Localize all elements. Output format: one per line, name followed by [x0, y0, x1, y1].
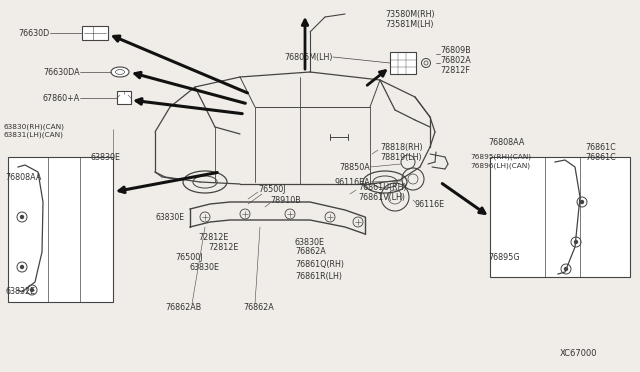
Text: 96116EA: 96116EA [334, 177, 370, 186]
FancyBboxPatch shape [82, 26, 108, 40]
Text: 76630DA: 76630DA [44, 67, 80, 77]
Text: 76805M(LH): 76805M(LH) [285, 52, 333, 61]
Text: 76808AA: 76808AA [5, 173, 42, 182]
Ellipse shape [422, 58, 431, 67]
Text: 76895(RH)(CAN): 76895(RH)(CAN) [470, 154, 531, 160]
Text: 76808AA: 76808AA [488, 138, 524, 147]
Text: 72812F: 72812F [440, 65, 470, 74]
Ellipse shape [115, 70, 125, 74]
Text: 72812E: 72812E [208, 243, 238, 251]
Bar [390, 52, 416, 74]
Circle shape [20, 215, 24, 218]
Ellipse shape [111, 67, 129, 77]
Text: 76896(LH)(CAN): 76896(LH)(CAN) [470, 163, 530, 169]
Text: 78819(LH): 78819(LH) [380, 153, 422, 161]
Text: 76861C: 76861C [585, 153, 616, 161]
Text: 76861C: 76861C [585, 142, 616, 151]
Text: 78850A: 78850A [339, 163, 370, 171]
Text: 76861V(LH): 76861V(LH) [358, 192, 405, 202]
Circle shape [580, 201, 584, 203]
Ellipse shape [363, 171, 407, 193]
FancyBboxPatch shape [117, 91, 131, 104]
Text: 76630D: 76630D [19, 29, 50, 38]
Bar [8, 157, 113, 302]
Text: 63830E: 63830E [90, 153, 120, 161]
Text: 76862A: 76862A [243, 302, 274, 311]
Bar [490, 157, 630, 277]
Text: 63830E: 63830E [190, 263, 220, 272]
Text: 63830E: 63830E [155, 212, 184, 221]
Text: 96116E: 96116E [415, 199, 445, 208]
Text: 73580M(RH): 73580M(RH) [385, 10, 435, 19]
Text: 63830(RH)(CAN): 63830(RH)(CAN) [3, 124, 64, 130]
Text: 63832E: 63832E [5, 288, 35, 296]
Text: 67860+A: 67860+A [43, 93, 80, 103]
Text: 63831(LH)(CAN): 63831(LH)(CAN) [3, 132, 63, 138]
Text: 76861Q(RH): 76861Q(RH) [295, 260, 344, 269]
Ellipse shape [373, 176, 397, 188]
Text: 78910B: 78910B [270, 196, 301, 205]
Text: 76862A: 76862A [295, 247, 326, 257]
Text: 76500J: 76500J [258, 185, 285, 193]
Text: 76861R(LH): 76861R(LH) [295, 272, 342, 280]
Text: 76895G: 76895G [488, 253, 520, 262]
Text: 76809B: 76809B [440, 45, 471, 55]
Text: 78818(RH): 78818(RH) [380, 142, 422, 151]
Ellipse shape [183, 171, 227, 193]
Text: 72812E: 72812E [198, 232, 228, 241]
Text: 76862AB: 76862AB [165, 302, 201, 311]
Circle shape [20, 266, 24, 269]
Text: 76861U(RH): 76861U(RH) [358, 183, 406, 192]
Text: XC67000: XC67000 [560, 350, 598, 359]
Text: 76802A: 76802A [440, 55, 471, 64]
Text: 76500J: 76500J [175, 253, 202, 262]
Text: 73581M(LH): 73581M(LH) [385, 19, 433, 29]
Text: 63830E: 63830E [295, 237, 325, 247]
Ellipse shape [424, 61, 428, 65]
Ellipse shape [193, 176, 217, 188]
Circle shape [31, 289, 33, 292]
Circle shape [575, 241, 577, 244]
Circle shape [564, 267, 568, 270]
